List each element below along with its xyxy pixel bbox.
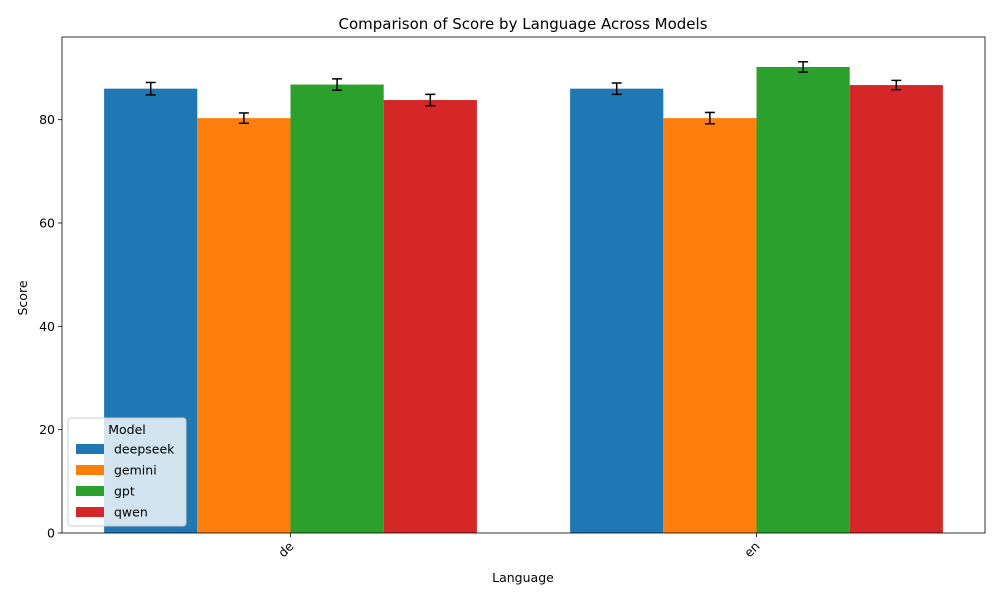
y-tick-label: 20 (39, 422, 55, 437)
bar-gpt-de (290, 84, 384, 534)
y-tick-label: 40 (39, 319, 55, 334)
x-tick-label-en: en (741, 539, 763, 561)
y-tick-label: 0 (47, 526, 55, 541)
legend-label-qwen: qwen (114, 505, 148, 520)
legend-label-gemini: gemini (114, 463, 157, 478)
error-bar-gpt-de (332, 78, 343, 91)
error-bar-deepseek-en (611, 82, 622, 96)
axes: 0 20 40 60 80 de en (39, 36, 986, 561)
bar-gpt-en (756, 66, 850, 533)
legend: Model deepseek gemini gpt qwen (67, 417, 187, 527)
legend-item-gpt: gpt (76, 484, 135, 499)
y-tick-label: 60 (39, 216, 55, 231)
legend-item-qwen: qwen (76, 505, 148, 520)
legend-label-gpt: gpt (114, 484, 135, 499)
y-tick-label: 80 (39, 112, 55, 127)
y-axis-label: Score (15, 280, 30, 315)
legend-label-deepseek: deepseek (114, 442, 175, 457)
bar-gemini-en (663, 118, 757, 533)
error-bar-gemini-en (704, 111, 715, 125)
legend-swatch-gemini (76, 465, 104, 475)
legend-swatch-qwen (76, 507, 104, 517)
error-bar-gemini-de (238, 112, 249, 125)
error-bar-gpt-en (798, 61, 809, 73)
bar-deepseek-en (570, 88, 664, 534)
bar-gemini-de (197, 118, 291, 533)
error-bar-deepseek-de (145, 81, 156, 96)
legend-item-deepseek: deepseek (76, 442, 175, 457)
error-bar-qwen-de (425, 93, 436, 107)
chart-title: Comparison of Score by Language Across M… (338, 15, 707, 33)
x-tick-label-de: de (275, 538, 297, 560)
bar-qwen-en (849, 85, 943, 534)
error-bar-qwen-en (891, 79, 902, 91)
error-bars (145, 61, 902, 125)
legend-item-gemini: gemini (76, 463, 157, 478)
legend-swatch-deepseek (76, 444, 104, 454)
legend-title: Model (108, 422, 146, 437)
plot-frame (61, 36, 986, 534)
x-axis-label: Language (492, 570, 554, 585)
bars (104, 66, 943, 534)
legend-swatch-gpt (76, 486, 104, 496)
bar-qwen-de (383, 100, 477, 534)
